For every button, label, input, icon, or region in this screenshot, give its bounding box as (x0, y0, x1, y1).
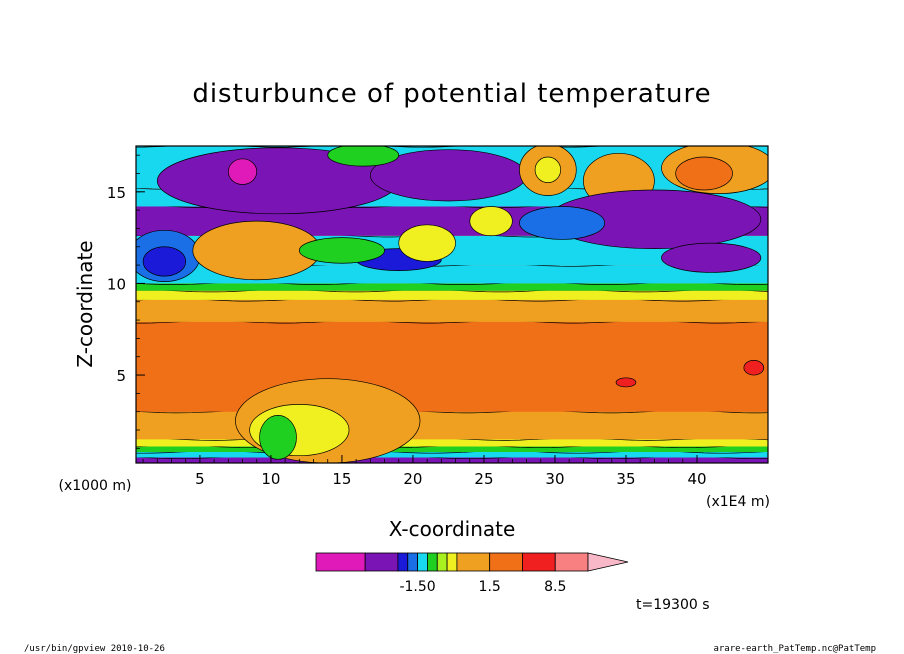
contour-band (136, 321, 768, 412)
contour-band (136, 283, 768, 291)
footer-right: arare-earth_PatTemp.nc@PatTemp (713, 644, 876, 654)
contour-patch (615, 377, 637, 388)
colorbar-swatch (456, 552, 491, 572)
colorbar-label: 1.5 (479, 579, 501, 595)
y-axis: 5 10 15 (107, 154, 145, 449)
y-tick-label: 10 (107, 275, 126, 293)
y-tick-label: 15 (107, 184, 126, 202)
x-tick-label: 40 (687, 470, 706, 488)
contour-patch (469, 206, 513, 237)
x-tick-label: 30 (545, 470, 564, 488)
plot-frame (135, 145, 769, 464)
x-tick-label: 10 (261, 470, 280, 488)
contour-patch (227, 158, 258, 185)
x-tick-label: 20 (403, 470, 422, 488)
contour-band (136, 411, 768, 440)
contour-band (136, 299, 768, 322)
colorbar-swatch (315, 552, 366, 572)
contour-patch (298, 237, 385, 264)
contour-patch (259, 415, 297, 460)
colorbar-swatch (522, 552, 556, 572)
colorbar-label: 8.5 (544, 579, 566, 595)
colorbar-swatch (436, 552, 448, 572)
colorbar-swatch (417, 552, 428, 572)
contour-patch (398, 224, 456, 262)
colorbar: -1.50 1.5 8.5 (315, 552, 629, 595)
chart-title: disturbunce of potential temperature (192, 79, 711, 109)
x-axis-label: X-coordinate (389, 517, 516, 541)
contour-band (136, 452, 768, 458)
contour-patch (142, 246, 187, 277)
x-tick-label: 25 (474, 470, 493, 488)
contour-patch (519, 206, 606, 240)
contour-patches (136, 146, 768, 463)
x-unit-right: (x1E4 m) (706, 494, 770, 510)
contour-patch (743, 360, 765, 376)
contour-patch (675, 156, 733, 191)
colorbar-label: -1.50 (399, 579, 435, 595)
colorbar-swatch (554, 552, 589, 572)
x-tick-label: 5 (195, 470, 205, 488)
colorbar-swatch (427, 552, 438, 572)
contour-band (136, 457, 768, 463)
colorbar-swatch (364, 552, 399, 572)
colorbar-swatch (489, 552, 523, 572)
x-tick-label: 15 (332, 470, 351, 488)
x-axis: 5 10 15 20 25 30 35 40 (142, 455, 707, 488)
contour-patch (661, 242, 762, 273)
contour-band (136, 290, 768, 300)
x-tick-label: 35 (616, 470, 635, 488)
contour-patch (534, 156, 561, 183)
colorbar-swatch (397, 552, 409, 572)
contour-patch (327, 146, 400, 167)
plot-field (136, 146, 768, 463)
colorbar-swatch (407, 552, 418, 572)
contour-band (136, 439, 768, 447)
x-unit-left: (x1000 m) (59, 478, 132, 494)
colorbar-swatch (446, 552, 458, 572)
time-label: t=19300 s (636, 597, 710, 613)
contour-band (136, 446, 768, 453)
colorbar-arrow (587, 552, 629, 572)
footer-left: /usr/bin/gpview 2010-10-26 (24, 644, 165, 654)
y-axis-label: Z-coordinate (73, 240, 97, 367)
y-tick-label: 5 (116, 367, 126, 385)
